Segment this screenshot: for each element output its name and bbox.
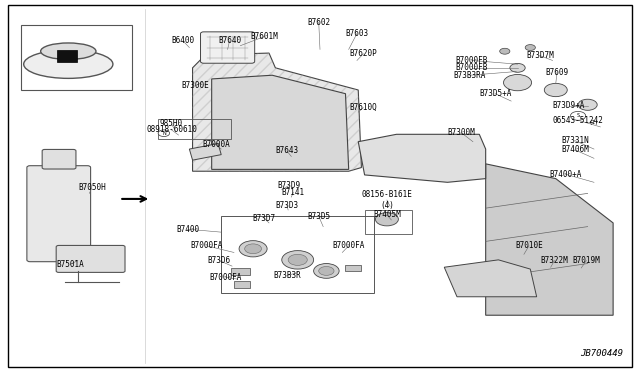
Text: B7620P: B7620P	[349, 49, 377, 58]
Polygon shape	[189, 144, 221, 160]
Circle shape	[525, 45, 536, 51]
Text: B7609: B7609	[545, 68, 568, 77]
Text: B7400+A: B7400+A	[549, 170, 582, 179]
Text: B7010E: B7010E	[515, 241, 543, 250]
Text: (1): (1)	[589, 120, 598, 125]
Text: B7141: B7141	[282, 188, 305, 197]
Circle shape	[244, 244, 262, 254]
Text: 08156-B161E
(4): 08156-B161E (4)	[362, 190, 412, 210]
Text: 08918-60610: 08918-60610	[146, 125, 197, 134]
FancyBboxPatch shape	[27, 166, 91, 262]
Text: B73D6: B73D6	[208, 256, 231, 265]
Text: B6400: B6400	[172, 36, 195, 45]
FancyBboxPatch shape	[56, 246, 125, 272]
Polygon shape	[212, 75, 349, 169]
Text: B7019M: B7019M	[573, 256, 600, 265]
Polygon shape	[486, 164, 613, 315]
Text: B73D7: B73D7	[252, 214, 275, 222]
Ellipse shape	[24, 50, 113, 78]
Circle shape	[314, 263, 339, 278]
Circle shape	[544, 83, 567, 97]
FancyBboxPatch shape	[57, 51, 77, 62]
Ellipse shape	[41, 43, 96, 60]
Text: B7000FB: B7000FB	[456, 63, 488, 72]
Polygon shape	[444, 260, 537, 297]
Text: B7640: B7640	[218, 36, 241, 45]
Circle shape	[570, 112, 586, 120]
Text: B73D3: B73D3	[275, 201, 298, 210]
Text: B7331N: B7331N	[561, 136, 589, 145]
Text: B7400: B7400	[176, 225, 199, 234]
Text: B73B3RA: B73B3RA	[454, 71, 486, 80]
Text: JB700449: JB700449	[580, 349, 623, 358]
FancyBboxPatch shape	[231, 268, 250, 275]
Circle shape	[282, 251, 314, 269]
Text: B73D5: B73D5	[307, 212, 330, 221]
Text: B7406M: B7406M	[561, 145, 589, 154]
Text: B7000FA: B7000FA	[333, 241, 365, 250]
FancyBboxPatch shape	[346, 265, 362, 271]
Circle shape	[288, 254, 307, 265]
Text: B7000A: B7000A	[202, 140, 230, 149]
Text: B7603: B7603	[346, 29, 369, 38]
Text: B7000FB: B7000FB	[456, 56, 488, 65]
Text: B73D7M: B73D7M	[526, 51, 554, 60]
Circle shape	[158, 130, 170, 137]
Polygon shape	[358, 134, 486, 182]
Text: N: N	[162, 131, 166, 136]
Text: B7643: B7643	[275, 147, 298, 155]
Circle shape	[376, 212, 398, 226]
Text: 985H0: 985H0	[160, 119, 183, 128]
Circle shape	[239, 241, 267, 257]
Circle shape	[510, 63, 525, 72]
Text: B73D5+A: B73D5+A	[479, 89, 511, 98]
Circle shape	[578, 99, 597, 110]
Text: B7300M: B7300M	[447, 128, 476, 137]
Text: B7322M: B7322M	[541, 256, 568, 265]
Text: B7050H: B7050H	[78, 183, 106, 192]
Text: B73D9+A: B73D9+A	[552, 101, 585, 110]
Text: B73B3R: B73B3R	[273, 271, 301, 280]
FancyBboxPatch shape	[200, 32, 255, 63]
Text: B7000FA: B7000FA	[190, 241, 223, 250]
Circle shape	[319, 266, 334, 275]
Text: B7610Q: B7610Q	[349, 103, 377, 112]
Text: B7300E: B7300E	[182, 81, 210, 90]
FancyBboxPatch shape	[234, 281, 250, 288]
Circle shape	[504, 74, 532, 91]
Circle shape	[500, 48, 510, 54]
Text: B7405M: B7405M	[373, 210, 401, 219]
Text: 06543-51242: 06543-51242	[552, 116, 604, 125]
Text: B7501A: B7501A	[56, 260, 84, 269]
Text: S: S	[577, 113, 580, 118]
Polygon shape	[193, 53, 362, 171]
Text: B7601M: B7601M	[251, 32, 278, 41]
Text: B7602: B7602	[307, 18, 330, 27]
Text: B73D9: B73D9	[278, 181, 301, 190]
Text: B7000FA: B7000FA	[209, 273, 242, 282]
FancyBboxPatch shape	[42, 150, 76, 169]
